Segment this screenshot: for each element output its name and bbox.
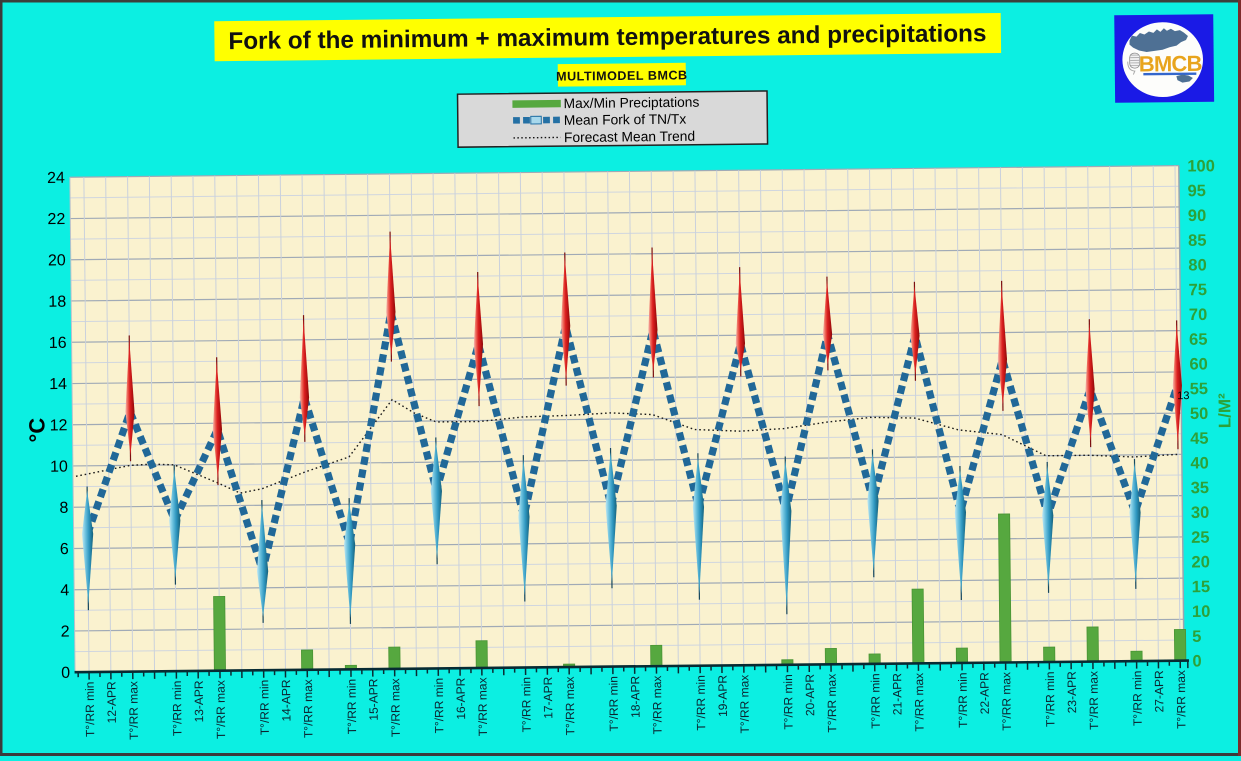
svg-text:°C: °C (24, 418, 49, 443)
svg-text:10: 10 (1192, 603, 1211, 621)
svg-text:27-APR: 27-APR (1152, 670, 1166, 712)
svg-text:23-APR: 23-APR (1065, 671, 1079, 713)
svg-text:T°/RR max: T°/RR max (126, 681, 141, 740)
svg-text:T°/RR max: T°/RR max (388, 678, 403, 737)
svg-text:18-APR: 18-APR (628, 675, 642, 717)
svg-text:55: 55 (1190, 380, 1209, 398)
svg-text:15-APR: 15-APR (366, 678, 380, 720)
svg-text:12: 12 (50, 417, 68, 434)
svg-text:5: 5 (1192, 628, 1201, 646)
svg-text:14-APR: 14-APR (279, 679, 293, 721)
svg-text:60: 60 (1189, 355, 1208, 373)
svg-text:T°/RR min: T°/RR min (83, 682, 98, 738)
svg-text:40: 40 (1190, 454, 1209, 472)
svg-text:T°/RR max: T°/RR max (301, 679, 316, 738)
svg-text:18: 18 (48, 294, 66, 311)
svg-text:100: 100 (1187, 157, 1215, 175)
svg-text:15: 15 (1192, 578, 1211, 596)
svg-text:0: 0 (61, 665, 70, 682)
svg-text:T°/RR min: T°/RR min (1043, 671, 1058, 727)
svg-text:T°/RR max: T°/RR max (912, 673, 927, 732)
svg-text:17-APR: 17-APR (541, 676, 555, 718)
svg-text:13: 13 (1177, 390, 1189, 402)
svg-text:T°/RR min: T°/RR min (345, 679, 360, 735)
svg-text:T°/RR max: T°/RR max (214, 680, 229, 739)
svg-text:80: 80 (1188, 256, 1207, 274)
svg-text:4: 4 (60, 582, 69, 599)
svg-text:T°/RR max: T°/RR max (1174, 670, 1189, 729)
svg-text:Forecast Mean Trend: Forecast Mean Trend (564, 129, 695, 145)
svg-text:MULTIMODEL BMCB: MULTIMODEL BMCB (556, 68, 688, 83)
svg-text:30: 30 (1191, 504, 1210, 522)
svg-text:T°/RR max: T°/RR max (563, 676, 578, 735)
svg-text:T°/RR min: T°/RR min (170, 681, 185, 737)
svg-text:50: 50 (1190, 405, 1209, 423)
svg-text:45: 45 (1190, 430, 1209, 448)
svg-text:T°/RR min: T°/RR min (257, 680, 272, 736)
svg-text:Mean Fork of TN/Tx: Mean Fork of TN/Tx (564, 112, 687, 128)
svg-text:2: 2 (61, 624, 70, 641)
svg-text:T°/RR min: T°/RR min (519, 677, 534, 733)
svg-text:22-APR: 22-APR (977, 672, 991, 714)
svg-text:35: 35 (1191, 479, 1210, 497)
svg-text:24: 24 (47, 170, 65, 187)
svg-text:25: 25 (1191, 529, 1210, 547)
svg-text:T°/RR min: T°/RR min (956, 672, 971, 728)
svg-text:T°/RR min: T°/RR min (868, 673, 883, 729)
svg-text:16: 16 (49, 335, 67, 352)
svg-text:75: 75 (1189, 281, 1208, 299)
svg-text:T°/RR min: T°/RR min (694, 675, 709, 731)
svg-text:65: 65 (1189, 331, 1208, 349)
svg-text:Max/Min Preciptations: Max/Min Preciptations (564, 95, 700, 111)
svg-text:8: 8 (59, 500, 68, 517)
svg-text:85: 85 (1188, 232, 1207, 250)
svg-text:90: 90 (1188, 207, 1207, 225)
svg-text:T°/RR min: T°/RR min (432, 678, 447, 734)
svg-text:14: 14 (49, 376, 67, 393)
svg-text:T°/RR max: T°/RR max (737, 675, 752, 734)
svg-text:12-APR: 12-APR (104, 681, 118, 723)
svg-text:L/M²: L/M² (1215, 393, 1234, 428)
svg-text:T°/RR min: T°/RR min (781, 674, 796, 730)
svg-text:95: 95 (1187, 182, 1206, 200)
svg-text:T°/RR max: T°/RR max (1086, 671, 1101, 730)
svg-text:T°/RR min: T°/RR min (606, 676, 621, 732)
svg-text:10: 10 (50, 459, 68, 476)
svg-text:T°/RR max: T°/RR max (650, 676, 665, 735)
svg-text:6: 6 (60, 541, 69, 558)
svg-text:T°/RR min: T°/RR min (1130, 671, 1145, 727)
svg-text:20: 20 (48, 252, 66, 269)
svg-text:21-APR: 21-APR (890, 673, 904, 715)
svg-text:22: 22 (47, 211, 65, 228)
svg-text:20-APR: 20-APR (803, 674, 817, 716)
svg-text:70: 70 (1189, 306, 1208, 324)
svg-text:19-APR: 19-APR (716, 675, 730, 717)
svg-text:T°/RR max: T°/RR max (999, 672, 1014, 731)
svg-text:0: 0 (1192, 652, 1201, 670)
svg-text:16-APR: 16-APR (454, 677, 468, 719)
svg-text:13-APR: 13-APR (192, 680, 206, 722)
svg-text:20: 20 (1191, 553, 1210, 571)
svg-text:T°/RR max: T°/RR max (825, 674, 840, 733)
svg-text:T°/RR max: T°/RR max (475, 677, 490, 736)
